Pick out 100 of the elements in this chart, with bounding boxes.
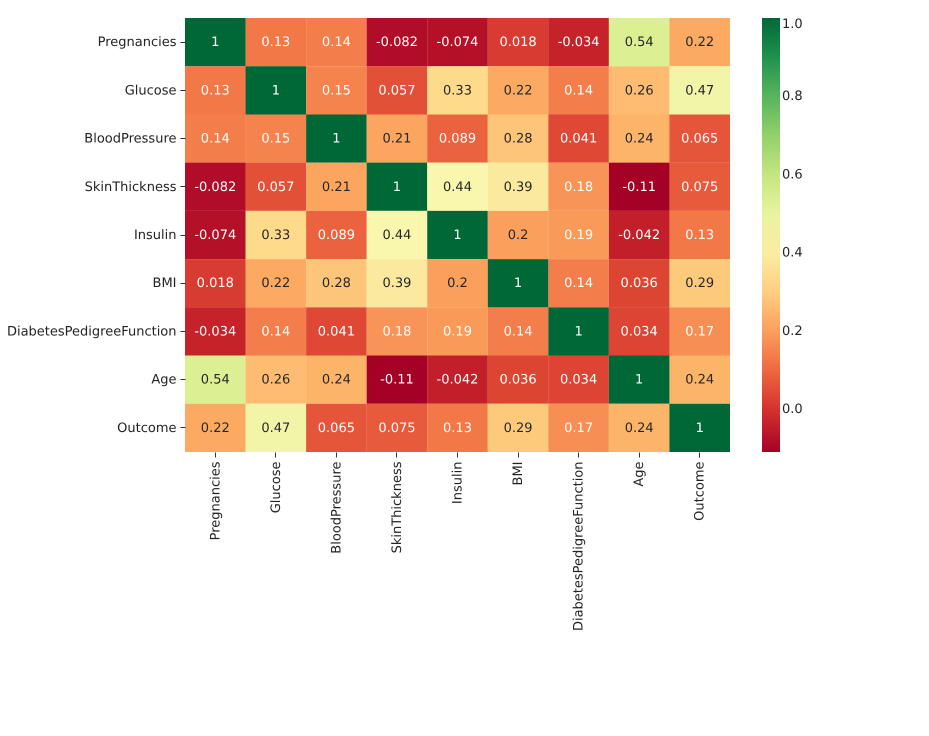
data-label: 0.24 [322, 372, 351, 388]
color-bar-label: 0.4 [782, 246, 803, 261]
data-label: 0.14 [564, 83, 594, 98]
data-label: 0.26 [624, 83, 654, 98]
color-bar-label: 0.6 [782, 167, 803, 182]
data-label: 1 [392, 180, 402, 195]
x-tick-label: SkinThickness [390, 461, 405, 554]
data-label: -0.074 [436, 35, 478, 50]
color-bar-label: 0.2 [782, 324, 803, 339]
x-tick-label: Outcome [692, 462, 708, 521]
data-label: 0.17 [685, 324, 714, 340]
data-label: 0.14 [564, 276, 594, 292]
data-label: 0.22 [685, 35, 714, 50]
data-label: 1 [272, 83, 280, 98]
data-label: 0.041 [318, 324, 355, 340]
data-label: 0.075 [378, 420, 416, 436]
data-label: 0.33 [443, 83, 472, 98]
data-label: 0.21 [322, 180, 351, 195]
data-label: 0.075 [681, 180, 718, 195]
data-label: 1 [514, 276, 522, 292]
data-label: 0.15 [261, 132, 290, 147]
data-label: 0.18 [382, 324, 412, 340]
x-tick-label: Insulin [450, 462, 466, 504]
data-label: 0.28 [322, 276, 351, 292]
x-tick-label: Age [632, 462, 648, 487]
data-label: 0.29 [685, 276, 714, 292]
data-label: 0.036 [499, 372, 537, 388]
y-tick-label: Pregnancies [98, 35, 177, 50]
x-tick-label: DiabetesPedigreeFunction [572, 462, 587, 632]
y-tick-label: Glucose [124, 83, 176, 98]
color-bar-label: 0.0 [782, 402, 803, 417]
data-label: 1 [635, 372, 644, 388]
data-label: 0.44 [443, 180, 472, 195]
data-label: 0.041 [560, 132, 598, 147]
data-label: 0.057 [257, 180, 294, 195]
data-label: 0.14 [200, 132, 230, 147]
data-label: 0.15 [322, 83, 351, 98]
y-tick-label: Outcome [117, 420, 176, 436]
data-label: 0.26 [261, 372, 290, 388]
data-label: -0.074 [194, 228, 236, 243]
data-label: 0.54 [200, 372, 230, 388]
data-label: 0.17 [564, 420, 594, 436]
y-tick-label: BloodPressure [84, 132, 176, 147]
data-label: 1 [453, 228, 462, 243]
data-label: 0.065 [318, 420, 355, 436]
y-tick-label: Age [151, 372, 176, 388]
data-label: 0.24 [624, 420, 654, 436]
data-label: 0.13 [685, 228, 714, 243]
data-label: -0.042 [618, 228, 660, 243]
data-label: -0.082 [376, 35, 418, 50]
data-label: 0.14 [261, 324, 290, 340]
y-tick-label: DiabetesPedigreeFunction [6, 324, 176, 340]
data-label: 0.21 [382, 132, 412, 147]
data-label: 0.065 [681, 132, 718, 147]
data-label: 0.22 [200, 420, 230, 436]
data-label: 1 [696, 420, 704, 436]
data-label: 0.2 [508, 228, 528, 243]
data-label: -0.042 [436, 372, 478, 388]
data-label: -0.034 [194, 324, 236, 340]
data-label: 0.089 [318, 228, 355, 243]
data-label: 0.13 [261, 35, 290, 50]
data-label: 0.47 [685, 83, 714, 98]
data-label: 0.29 [504, 420, 533, 436]
data-label: 0.089 [438, 132, 476, 147]
x-tick-label: Glucose [268, 462, 284, 514]
data-label: 0.24 [685, 372, 714, 388]
data-label: -0.082 [194, 180, 236, 195]
y-tick-label: SkinThickness [84, 180, 177, 195]
y-tick-label: Insulin [134, 228, 176, 243]
data-label: 0.14 [504, 324, 533, 340]
data-label: 0.24 [624, 132, 654, 147]
data-label: -0.034 [558, 35, 600, 50]
data-label: 0.018 [196, 276, 234, 292]
data-label: -0.11 [622, 180, 656, 195]
data-label: 0.18 [564, 180, 594, 195]
data-label: 0.2 [447, 276, 468, 292]
data-label: 0.28 [504, 132, 533, 147]
data-label: 0.44 [382, 228, 412, 243]
data-label: 1 [211, 35, 220, 50]
data-label: 0.018 [499, 35, 537, 50]
data-label: -0.11 [380, 372, 414, 388]
x-tick-label: BloodPressure [329, 462, 344, 554]
data-label: 0.14 [322, 35, 351, 50]
y-tick-label: BMI [152, 276, 176, 292]
data-label: 0.19 [564, 228, 594, 243]
data-label: 0.39 [382, 276, 412, 292]
data-label: 0.22 [261, 276, 290, 292]
color-bar-label: 1.0 [782, 17, 803, 32]
data-label: 0.13 [443, 420, 472, 436]
data-label: 0.54 [624, 35, 654, 50]
data-label: 0.034 [620, 324, 658, 340]
data-label: 0.47 [261, 420, 290, 436]
data-label: 0.057 [378, 83, 416, 98]
x-tick-label: BMI [511, 462, 526, 486]
data-label: 0.39 [504, 180, 533, 195]
data-label: 0.22 [504, 83, 533, 98]
data-label: 1 [574, 324, 583, 340]
data-label: 0.13 [200, 83, 230, 98]
data-label: 1 [332, 132, 341, 147]
color-bar-label: 0.8 [782, 89, 803, 104]
